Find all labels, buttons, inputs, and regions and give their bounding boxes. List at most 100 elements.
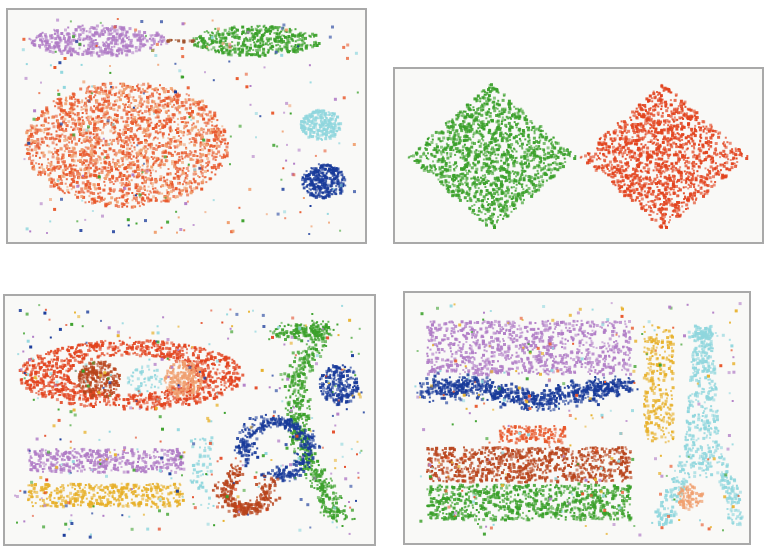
noise-point xyxy=(284,28,288,32)
data-point xyxy=(285,44,289,48)
data-point xyxy=(509,153,512,157)
data-point xyxy=(304,176,307,179)
data-point xyxy=(556,168,560,172)
data-point xyxy=(26,148,30,152)
data-point xyxy=(69,96,72,100)
data-point xyxy=(128,99,131,102)
data-point xyxy=(310,115,313,118)
data-point xyxy=(287,35,291,38)
data-point xyxy=(104,204,108,208)
data-point xyxy=(121,160,124,163)
data-point xyxy=(86,180,90,184)
data-point xyxy=(452,137,456,141)
data-point xyxy=(59,101,63,105)
data-point xyxy=(60,116,64,120)
data-point xyxy=(205,131,209,135)
data-point xyxy=(118,25,122,29)
data-point xyxy=(128,180,131,183)
data-point xyxy=(302,176,304,179)
data-point xyxy=(128,27,132,31)
data-point xyxy=(35,162,38,165)
data-point xyxy=(148,136,151,139)
data-point xyxy=(457,189,461,193)
data-point xyxy=(62,115,65,118)
data-point xyxy=(94,33,97,36)
data-point xyxy=(116,39,119,41)
noise-point xyxy=(186,86,190,90)
data-point xyxy=(46,132,49,136)
data-point xyxy=(322,128,326,131)
data-point xyxy=(61,169,65,173)
data-point xyxy=(448,175,452,179)
data-point xyxy=(466,163,469,166)
data-point xyxy=(445,183,448,186)
data-point xyxy=(130,153,133,156)
noise-point xyxy=(297,45,300,48)
data-point xyxy=(294,40,297,43)
data-point xyxy=(85,173,88,176)
data-point xyxy=(199,170,202,173)
data-point xyxy=(183,100,186,103)
data-point xyxy=(312,167,316,171)
data-point xyxy=(60,50,63,53)
data-point xyxy=(292,39,294,42)
data-point xyxy=(477,112,480,115)
data-point xyxy=(98,172,101,175)
data-point xyxy=(490,193,493,196)
data-point xyxy=(547,163,551,167)
data-point xyxy=(126,106,129,108)
data-point xyxy=(62,120,66,124)
data-point xyxy=(165,181,168,184)
data-point xyxy=(137,183,139,186)
data-point xyxy=(187,164,190,167)
data-point xyxy=(505,159,508,163)
data-point xyxy=(490,132,493,135)
data-point xyxy=(95,42,99,46)
data-point xyxy=(92,39,95,42)
data-point xyxy=(323,184,327,188)
data-point xyxy=(527,187,531,190)
data-point xyxy=(122,133,126,136)
data-point xyxy=(488,129,492,133)
data-point xyxy=(44,33,47,37)
data-point xyxy=(556,141,560,145)
data-point xyxy=(95,127,98,130)
data-point xyxy=(196,113,199,116)
data-point xyxy=(483,93,486,96)
data-point xyxy=(142,37,145,40)
data-point xyxy=(106,28,109,31)
data-point xyxy=(321,171,325,175)
data-point xyxy=(117,159,119,162)
data-point xyxy=(173,120,176,123)
data-point xyxy=(492,100,496,104)
noise-point xyxy=(339,229,342,232)
data-point xyxy=(108,115,111,118)
data-point xyxy=(136,38,140,42)
data-point xyxy=(473,131,477,135)
data-point xyxy=(191,116,195,120)
data-point xyxy=(150,182,154,185)
data-point xyxy=(68,46,72,50)
data-point xyxy=(188,142,191,145)
data-point xyxy=(121,174,124,176)
data-point xyxy=(37,116,40,120)
data-point xyxy=(282,40,285,43)
data-point xyxy=(82,39,85,42)
noise-point xyxy=(338,142,341,145)
data-point xyxy=(166,155,168,158)
data-point xyxy=(141,34,144,38)
data-point xyxy=(440,153,443,156)
data-point xyxy=(196,44,199,48)
data-point xyxy=(535,154,539,158)
data-point xyxy=(127,49,131,53)
data-point xyxy=(434,168,437,170)
data-point xyxy=(183,186,187,190)
data-point xyxy=(496,88,499,90)
data-point xyxy=(111,35,115,39)
data-point xyxy=(71,146,75,150)
data-point xyxy=(311,183,315,187)
data-point xyxy=(544,138,548,142)
data-point xyxy=(225,48,229,52)
data-point xyxy=(497,113,500,117)
data-point xyxy=(334,133,337,136)
